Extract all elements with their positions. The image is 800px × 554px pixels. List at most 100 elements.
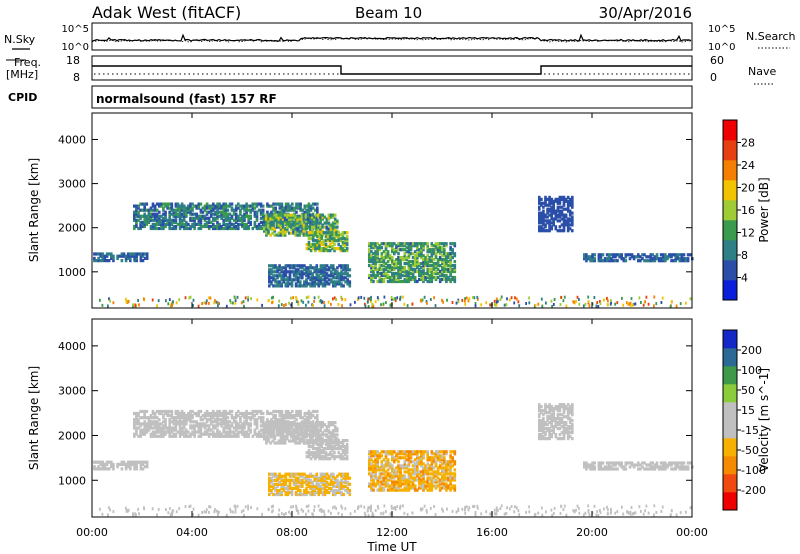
rti-cell xyxy=(571,195,574,199)
rti-cell xyxy=(224,204,228,208)
rti-cell xyxy=(313,416,317,420)
rti-cell xyxy=(331,245,334,249)
rti-cell xyxy=(334,276,337,280)
rti-cell xyxy=(316,206,319,210)
rti-cell xyxy=(325,435,329,439)
rti-cell xyxy=(324,457,328,461)
rti-cell xyxy=(434,452,438,456)
rti-cell xyxy=(294,215,297,219)
rti-cell xyxy=(318,237,321,241)
rti-cell xyxy=(305,474,308,478)
rti-cell xyxy=(151,411,155,416)
rti-cell xyxy=(325,217,329,221)
rti-cell xyxy=(286,204,290,208)
rti-cell xyxy=(331,223,335,227)
rti-cell xyxy=(245,418,248,422)
rti-cell xyxy=(372,258,375,262)
rti-cell xyxy=(436,248,440,252)
ground-scatter-cell xyxy=(403,302,406,306)
rti-cell xyxy=(568,227,572,231)
rti-cell xyxy=(284,478,288,482)
rti-cell xyxy=(209,428,213,432)
rti-cell xyxy=(447,260,450,264)
rti-cell xyxy=(556,215,560,219)
rti-cell xyxy=(407,474,411,478)
rti-cell xyxy=(267,217,270,221)
rti-cell xyxy=(552,199,555,203)
rti-cell xyxy=(160,434,163,438)
rti-cell xyxy=(178,422,182,426)
rti-cell xyxy=(548,405,551,409)
rti-cell xyxy=(290,284,294,288)
rti-cell xyxy=(309,282,312,286)
rti-cell xyxy=(275,433,279,437)
rti-cell xyxy=(380,246,384,250)
rti-cell xyxy=(149,226,153,231)
rti-cell xyxy=(178,210,182,214)
rti-cell xyxy=(382,273,386,278)
rti-cell xyxy=(309,451,313,455)
rti-cell xyxy=(191,414,194,418)
rti-cell xyxy=(199,218,203,222)
rti-cell xyxy=(164,202,167,206)
rti-cell xyxy=(203,206,207,210)
rti-cell xyxy=(290,421,293,425)
rti-cell xyxy=(292,225,295,229)
rti-cell xyxy=(384,460,388,464)
rti-cell xyxy=(286,276,290,280)
rti-cell xyxy=(376,242,379,246)
rti-cell xyxy=(151,214,155,218)
rti-cell xyxy=(304,421,308,425)
rti-cell xyxy=(409,266,413,270)
ground-scatter-cell xyxy=(300,299,303,303)
rti-cell xyxy=(348,482,352,486)
rti-cell xyxy=(407,482,411,486)
rti-cell xyxy=(265,423,268,427)
rti-cell xyxy=(286,206,290,210)
rti-cell xyxy=(311,278,314,282)
rti-cell xyxy=(283,423,287,427)
rti-cell xyxy=(316,208,319,212)
rti-cell xyxy=(311,282,314,286)
rti-cell xyxy=(388,258,392,262)
rti-cell xyxy=(129,467,132,471)
rti-cell xyxy=(267,223,270,227)
rti-cell xyxy=(224,430,228,434)
rti-cell xyxy=(168,224,171,229)
rti-cell xyxy=(434,474,438,478)
cpid-panel xyxy=(91,85,693,109)
rti-cell xyxy=(438,466,442,470)
rti-cell xyxy=(180,428,184,432)
rti-cell xyxy=(314,239,317,243)
rti-cell xyxy=(403,474,407,478)
rti-cell xyxy=(168,216,171,220)
rti-cell xyxy=(294,264,298,268)
rti-cell xyxy=(451,256,454,260)
rti-cell xyxy=(303,411,307,416)
rti-cell xyxy=(162,426,165,430)
rti-cell xyxy=(418,460,421,464)
rti-cell xyxy=(205,428,209,432)
rti-cell xyxy=(267,425,270,429)
rti-cell xyxy=(418,271,421,276)
rti-cell xyxy=(337,233,340,237)
rti-cell xyxy=(329,472,333,476)
rti-cell xyxy=(345,247,349,251)
rti-cell xyxy=(300,431,304,435)
rti-cell xyxy=(336,272,339,276)
rti-cell xyxy=(234,424,238,428)
rti-cell xyxy=(319,486,323,490)
rti-cell xyxy=(299,272,302,276)
rti-cell xyxy=(274,280,277,284)
rti-cell xyxy=(265,435,268,439)
rti-cell xyxy=(386,269,390,274)
rti-cell xyxy=(170,428,174,432)
rti-cell xyxy=(300,231,304,235)
rti-cell xyxy=(226,430,230,434)
rti-cell xyxy=(207,218,211,222)
rti-cell xyxy=(441,470,444,474)
rti-cell xyxy=(548,227,551,231)
rti-cell xyxy=(323,268,327,272)
rti-cell xyxy=(193,426,196,430)
rti-cell xyxy=(548,431,551,435)
